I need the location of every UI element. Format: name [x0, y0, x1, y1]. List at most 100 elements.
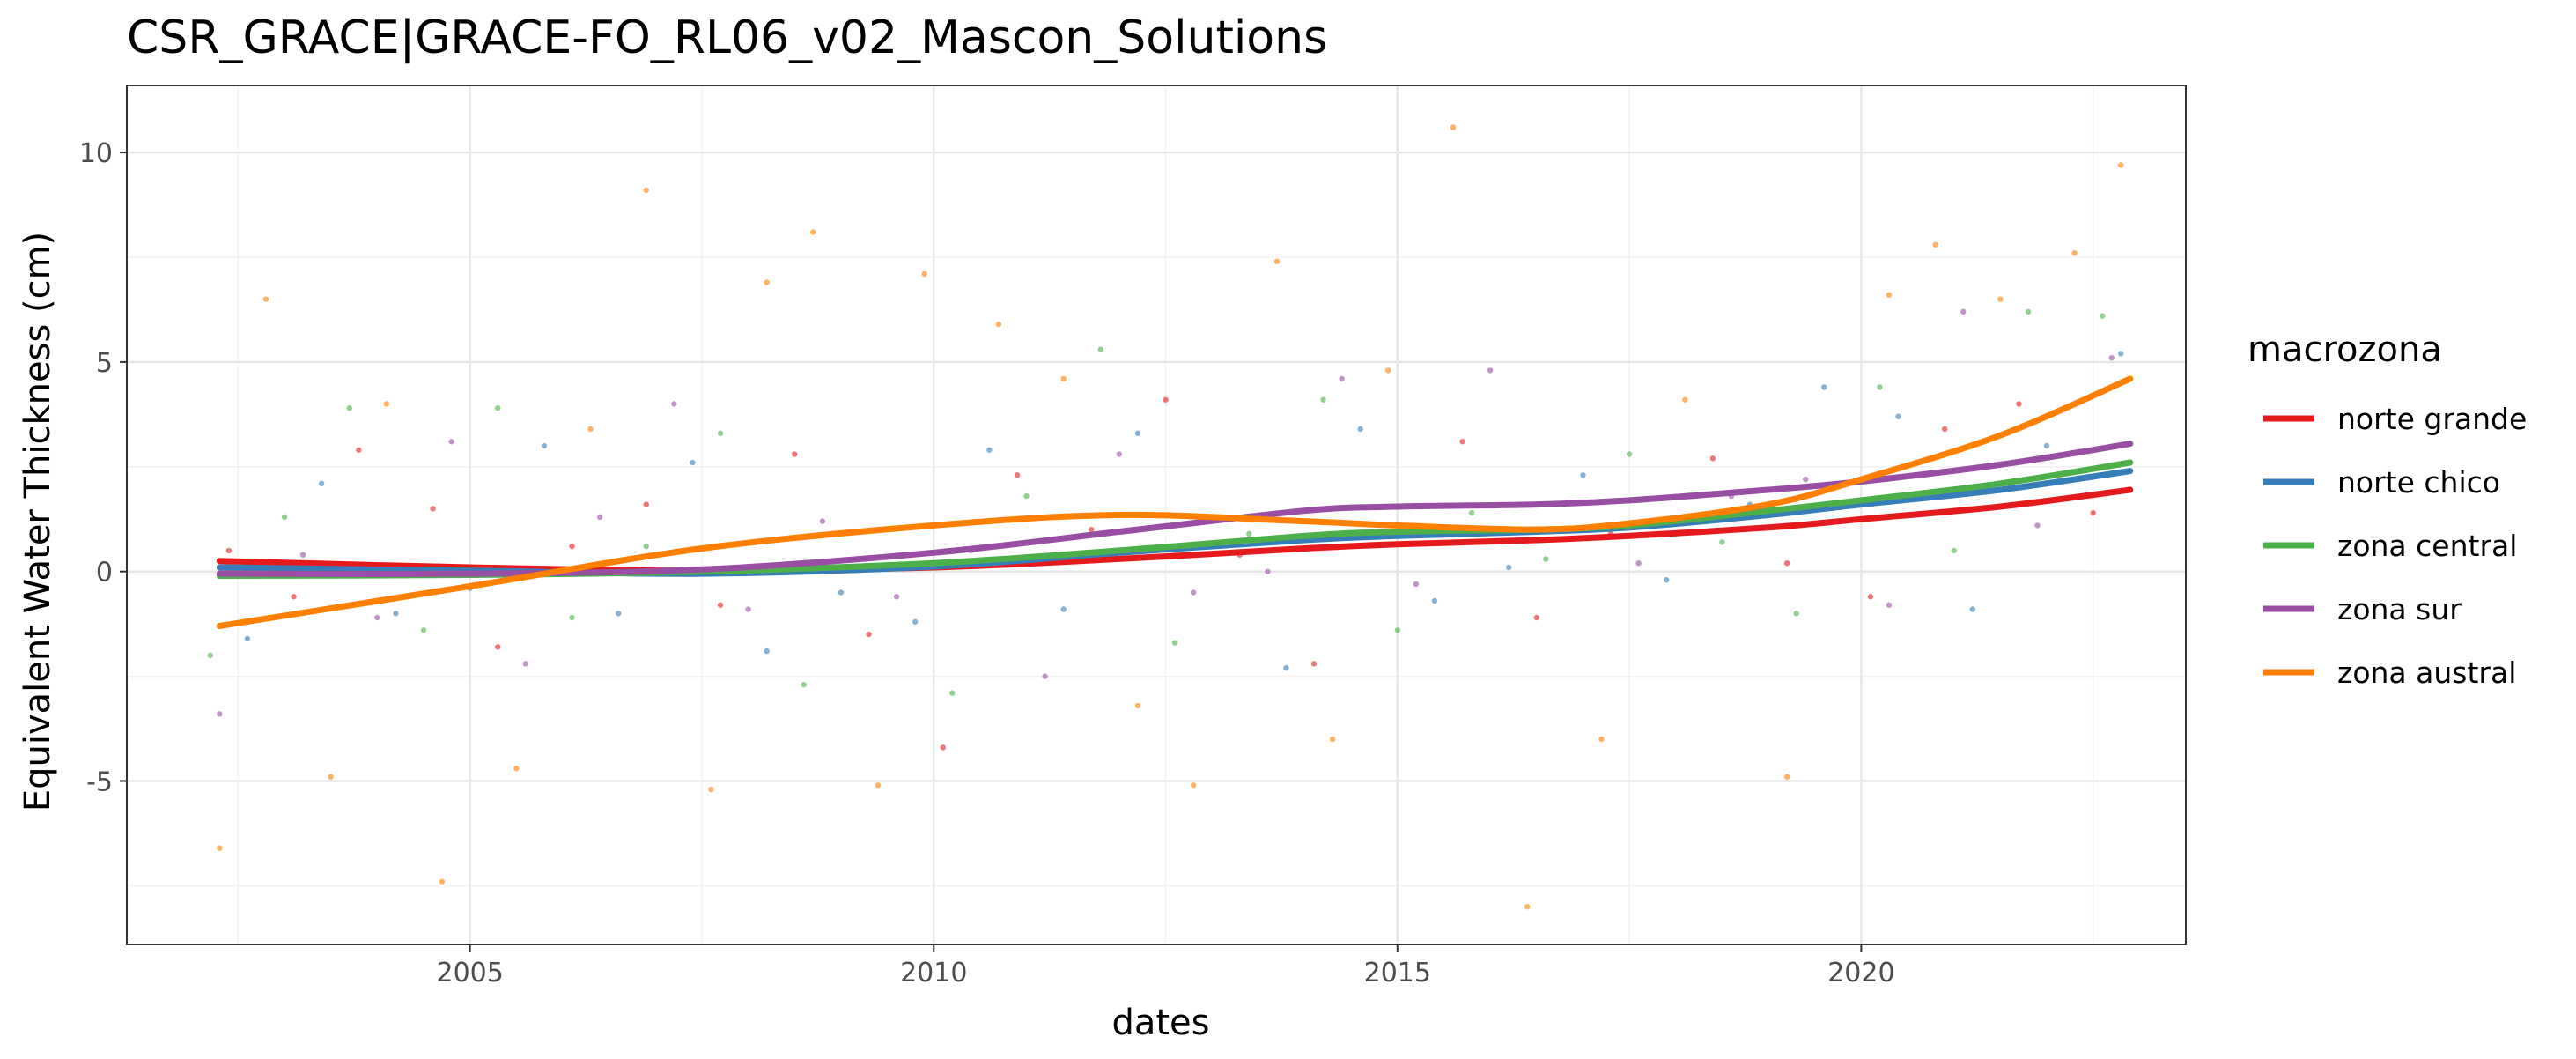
data-point [393, 611, 399, 617]
data-point [643, 187, 649, 194]
data-point [838, 589, 845, 596]
data-point [1487, 367, 1494, 374]
data-point [2071, 250, 2078, 256]
data-point [1385, 367, 1391, 374]
data-point [1273, 258, 1281, 264]
data-point [1431, 597, 1438, 604]
data-point [1783, 559, 1790, 567]
data-point [1089, 526, 1095, 533]
data-point [1709, 455, 1716, 462]
data-point [420, 627, 427, 633]
legend-label: zona austral [2337, 655, 2516, 690]
data-point [764, 648, 770, 655]
data-point [596, 514, 603, 521]
data-point [291, 594, 297, 600]
legend-label: zona central [2337, 529, 2517, 563]
data-point [346, 405, 352, 411]
data-point [1394, 627, 1401, 633]
data-point [643, 501, 649, 507]
data-point [2118, 162, 2124, 168]
data-point [1413, 581, 1420, 588]
data-point [1097, 346, 1104, 352]
data-point [1932, 241, 1938, 248]
x-axis-title: dates [1111, 1003, 1209, 1043]
data-point [717, 430, 724, 436]
data-point [949, 690, 956, 696]
data-point [1339, 375, 1345, 382]
data-point [708, 786, 714, 793]
data-point [207, 652, 213, 659]
data-point [2034, 522, 2041, 529]
data-point [495, 644, 501, 650]
data-point [1060, 375, 1067, 382]
data-point [383, 401, 390, 407]
data-point [1580, 472, 1586, 478]
data-point [1941, 426, 1948, 433]
data-point [217, 711, 223, 717]
x-tick-label: 2010 [900, 958, 967, 989]
data-point [2025, 308, 2032, 315]
legend: macrozona norte grande norte chico zona ce… [2248, 330, 2527, 690]
data-point [1960, 308, 1967, 315]
data-point [1014, 472, 1021, 478]
data-point [912, 618, 919, 625]
data-point [1283, 664, 1289, 671]
data-point [1190, 782, 1197, 789]
data-point [448, 439, 454, 445]
legend-items: norte grande norte chico zona central zona … [2263, 402, 2527, 690]
data-point [819, 518, 826, 524]
data-point [1023, 492, 1030, 500]
data-point [1533, 614, 1539, 621]
chart-title: CSR_GRACE|GRACE-FO_RL06_v02_Mascon_Solut… [127, 11, 1327, 64]
data-point [541, 442, 548, 449]
y-axis-title: Equivalent Water Thickness (cm) [18, 232, 58, 811]
data-point [513, 766, 520, 772]
data-point [225, 547, 233, 554]
data-point [810, 229, 816, 235]
data-point [1969, 606, 1975, 612]
data-point [1357, 426, 1363, 433]
data-point [1524, 903, 1531, 910]
data-point [2118, 351, 2124, 357]
data-point [2090, 509, 2096, 516]
data-point [569, 614, 575, 621]
data-point [1886, 602, 1893, 608]
data-point [690, 459, 696, 466]
data-point [875, 782, 882, 789]
legend-label: norte chico [2337, 465, 2500, 500]
data-point [318, 480, 325, 487]
data-point [1134, 702, 1141, 709]
data-point [995, 321, 1002, 328]
data-point [1060, 606, 1067, 612]
data-point [745, 606, 751, 612]
y-tick-label: 5 [96, 348, 113, 379]
data-point [893, 594, 900, 600]
data-point [374, 614, 380, 621]
data-point [1310, 661, 1318, 667]
data-point [1265, 568, 1271, 574]
data-point [1682, 396, 1688, 403]
grid [127, 85, 2186, 944]
smooth-lines [216, 375, 2134, 629]
data-point [299, 552, 306, 558]
data-point [1635, 559, 1642, 567]
data-point [587, 426, 594, 433]
data-point [1877, 384, 1883, 390]
data-point [1329, 736, 1336, 743]
data-point [1163, 396, 1169, 403]
data-point [1320, 396, 1326, 403]
data-point [643, 543, 649, 550]
data-point [1664, 577, 1670, 583]
series-line-zona-austral [216, 375, 2134, 629]
data-point [1171, 640, 1178, 646]
data-point [1116, 451, 1123, 457]
y-tick-label: 10 [79, 138, 113, 169]
data-point [1598, 736, 1605, 743]
data-point [1190, 589, 1197, 596]
data-point [430, 506, 436, 512]
x-tick-label: 2015 [1364, 958, 1431, 989]
data-point [495, 405, 501, 411]
data-point [1505, 564, 1512, 571]
data-point [1997, 296, 2004, 302]
